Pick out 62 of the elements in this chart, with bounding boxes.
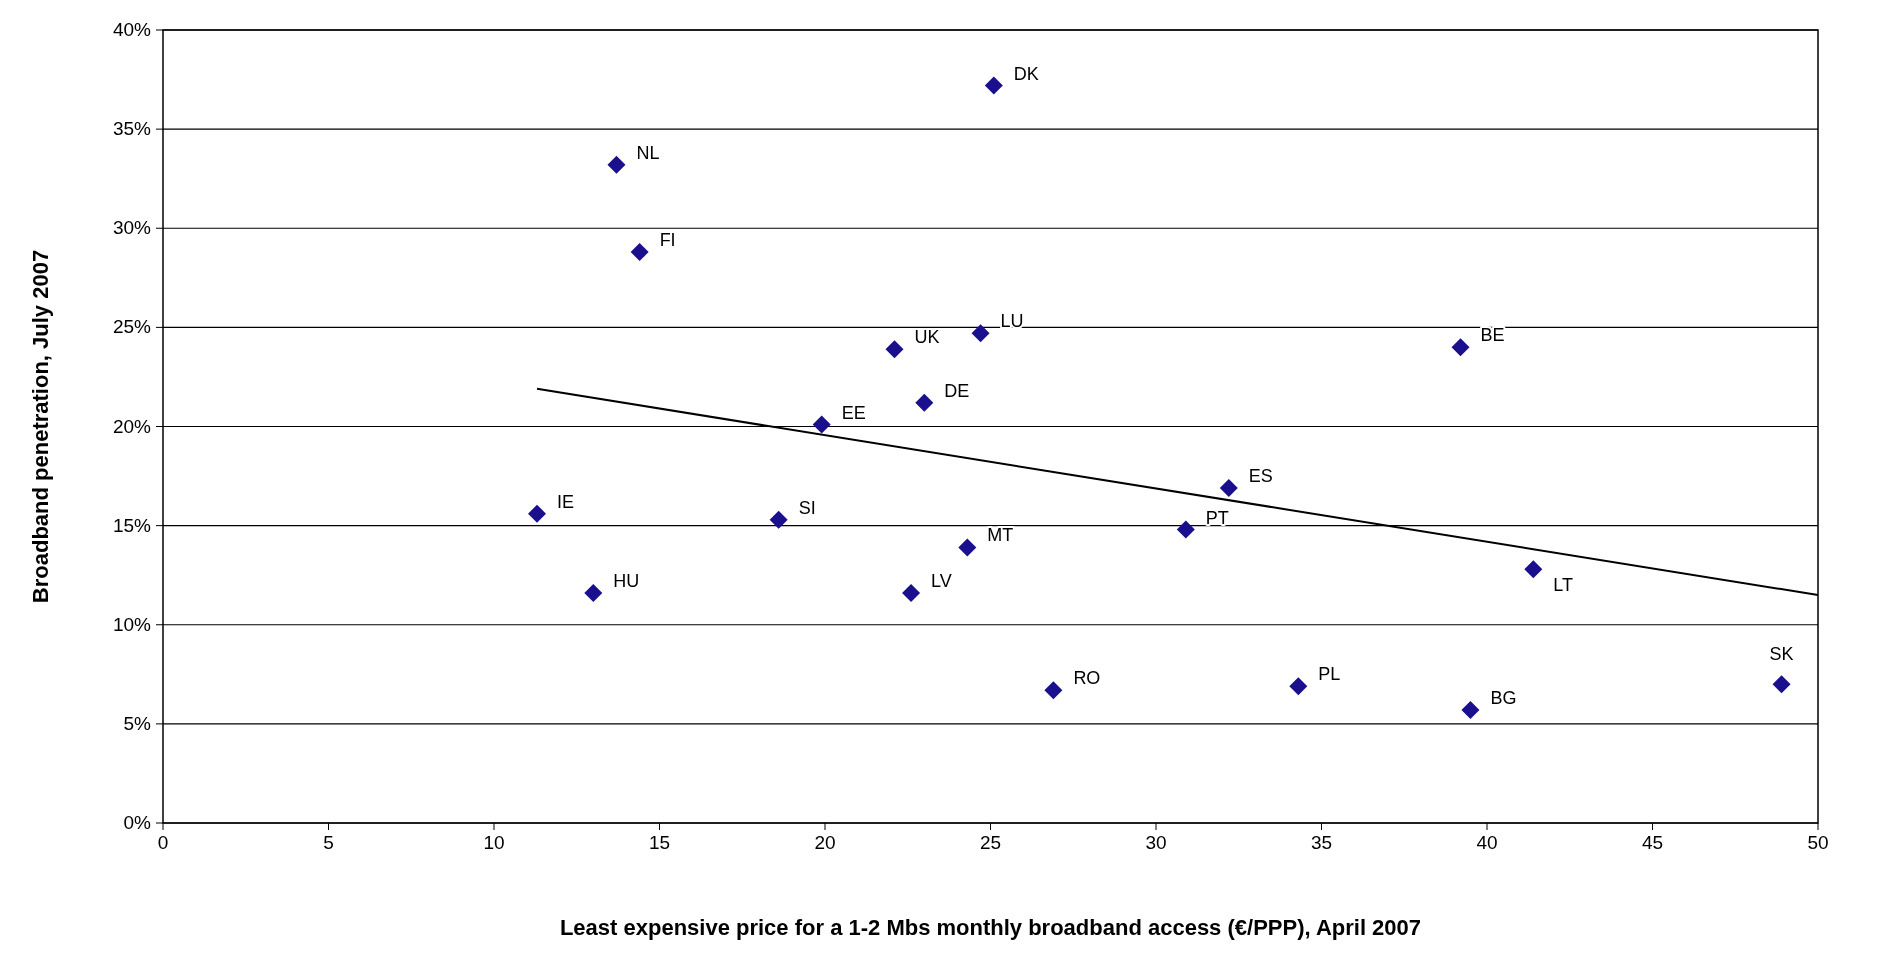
x-tick-label: 20: [814, 832, 836, 853]
y-tick-label: 30%: [112, 217, 152, 239]
annotation: LV: [931, 571, 952, 592]
annotation: PT: [1205, 507, 1229, 528]
x-tick-label: 5: [323, 832, 334, 853]
annotation: SI: [798, 497, 816, 518]
annotation: PL: [1318, 664, 1341, 685]
annotation: UK: [914, 327, 940, 348]
x-tick-label: 15: [648, 832, 671, 853]
point: [1219, 478, 1238, 497]
annotation: EE: [841, 402, 866, 423]
annotation: BE: [1480, 325, 1505, 346]
x-tick-label: 35: [1310, 832, 1333, 853]
annotation: HU: [613, 571, 640, 592]
point: [607, 155, 626, 174]
y-tick-label: 35%: [112, 118, 152, 140]
annotation: RO: [1073, 668, 1101, 689]
annotation: LT: [1553, 575, 1574, 596]
point: [769, 510, 788, 529]
annotation: LU: [1000, 311, 1024, 332]
annotation: DE: [944, 380, 970, 401]
point: [630, 243, 649, 262]
x-tick-label: 0: [157, 832, 169, 853]
annotation: SK: [1769, 644, 1794, 665]
annotation: FI: [659, 230, 676, 251]
point: [915, 393, 934, 412]
point: [984, 76, 1003, 95]
point: [902, 584, 921, 603]
point: [1044, 681, 1063, 700]
y-tick-label: 0%: [123, 812, 152, 833]
y-axis-title: Broadband penetration, July 2007: [28, 249, 53, 604]
y-tick-label: 20%: [112, 415, 152, 437]
point: [885, 340, 904, 359]
annotation: BG: [1490, 688, 1517, 708]
x-tick-label: 10: [483, 832, 505, 853]
x-tick-label: 30: [1145, 832, 1167, 853]
x-tick-label: 45: [1641, 832, 1664, 853]
y-tick-label: 15%: [112, 514, 152, 536]
y-tick-label: 25%: [112, 316, 152, 338]
point: [1524, 560, 1543, 579]
y-tick-label: 40%: [112, 19, 152, 40]
x-tick-label: 50: [1807, 832, 1829, 853]
annotation: ES: [1248, 465, 1273, 486]
point: [1289, 677, 1308, 696]
annotation: IE: [557, 491, 575, 512]
y-tick-label: 10%: [112, 613, 152, 635]
x-tick-label: 40: [1476, 832, 1498, 853]
point: [584, 584, 603, 603]
point: [812, 415, 831, 434]
annotation: DK: [1013, 63, 1039, 84]
point: [971, 324, 990, 343]
point: [958, 538, 977, 557]
x-axis-title: Least expensive price for a 1-2 Mbs monthly broadband access (€/PPP), April 2007: [559, 915, 1422, 940]
annotation: MT: [987, 525, 1014, 546]
point: [1772, 675, 1791, 694]
annotation: NL: [636, 142, 660, 163]
x-tick-label: 25: [979, 832, 1002, 853]
y-tick-label: 5%: [123, 712, 152, 734]
point: [1461, 701, 1480, 719]
point: [528, 504, 547, 523]
point: [1451, 338, 1470, 357]
point: [1176, 520, 1195, 539]
